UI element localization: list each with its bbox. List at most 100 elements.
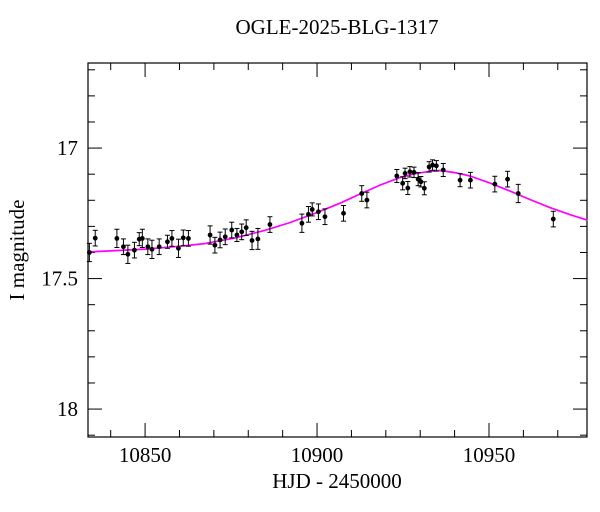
data-point: [120, 238, 126, 256]
data-point: [322, 208, 328, 226]
y-tick-label: 17: [57, 136, 78, 160]
data-point-marker: [402, 170, 408, 176]
data-point: [255, 227, 261, 250]
data-point: [505, 170, 511, 188]
data-point-marker: [149, 246, 155, 252]
plot-area: 10850 10900 10950 17 17.5 18: [41, 62, 588, 467]
data-point: [515, 183, 521, 204]
data-point-marker: [125, 251, 131, 257]
data-point: [169, 230, 175, 247]
data-point-marker: [440, 167, 446, 173]
data-point-marker: [92, 235, 98, 241]
data-point-marker: [255, 236, 261, 242]
data-point-marker: [217, 237, 223, 243]
data-point: [433, 160, 439, 172]
data-point: [467, 171, 473, 189]
data-point: [86, 242, 92, 263]
data-point: [125, 244, 131, 264]
data-point-marker: [306, 211, 311, 217]
data-point: [299, 213, 305, 233]
data-point: [315, 203, 321, 221]
data-point: [185, 230, 191, 247]
data-point-marker: [243, 225, 249, 231]
data-point: [440, 162, 446, 178]
data-point-marker: [364, 197, 370, 203]
data-point-marker: [145, 244, 151, 250]
data-point: [394, 168, 400, 184]
data-point-marker: [316, 209, 321, 215]
data-point: [411, 166, 417, 179]
data-point: [156, 238, 162, 256]
x-tick-label: 10950: [463, 443, 516, 467]
data-point: [217, 231, 223, 249]
data-points: [86, 159, 556, 264]
data-point: [407, 166, 413, 178]
data-point-marker: [433, 163, 439, 169]
data-point: [249, 230, 255, 251]
data-point: [212, 236, 218, 254]
data-point: [341, 205, 347, 222]
data-point-marker: [299, 220, 305, 226]
data-point: [243, 219, 249, 237]
model-curve: [87, 169, 588, 253]
data-point-marker: [165, 239, 170, 245]
data-point-marker: [405, 185, 411, 191]
plot-frame: [87, 62, 588, 438]
data-point-marker: [341, 210, 346, 216]
data-point: [309, 202, 315, 217]
data-point: [364, 191, 370, 209]
data-point-marker: [180, 235, 186, 241]
data-point-marker: [212, 242, 218, 248]
data-point: [359, 185, 365, 202]
data-point-marker: [267, 222, 273, 227]
data-point: [267, 216, 273, 233]
data-point-marker: [132, 247, 137, 253]
data-point: [234, 227, 240, 243]
data-point-marker: [234, 232, 240, 238]
x-ticks: [110, 63, 559, 437]
data-point-marker: [457, 177, 463, 183]
data-point-marker: [322, 214, 328, 220]
data-point: [305, 206, 311, 223]
data-point-marker: [515, 191, 521, 196]
data-point-marker: [309, 207, 315, 212]
data-point: [180, 229, 186, 247]
data-point: [131, 241, 137, 259]
data-point-marker: [121, 244, 126, 250]
data-point-marker: [359, 191, 365, 196]
data-point: [229, 221, 235, 239]
data-point-marker: [169, 235, 175, 241]
data-point: [239, 223, 245, 241]
data-point-marker: [411, 169, 417, 175]
y-ticks: [88, 69, 587, 436]
y-tick-label: 18: [57, 397, 78, 421]
data-point: [430, 159, 436, 171]
data-point-marker: [468, 177, 473, 183]
data-point-marker: [430, 162, 435, 168]
data-point: [114, 228, 120, 249]
x-axis-label: HJD - 2450000: [272, 469, 402, 493]
data-point-marker: [239, 229, 245, 235]
data-point: [207, 225, 213, 245]
data-point-marker: [229, 227, 235, 233]
data-point: [139, 228, 145, 249]
data-point-marker: [114, 235, 120, 241]
data-point-marker: [407, 169, 413, 175]
data-point: [92, 229, 98, 247]
data-point: [145, 238, 151, 256]
data-point-marker: [492, 181, 498, 187]
y-axis-label: I magnitude: [5, 200, 29, 301]
data-point-marker: [139, 235, 145, 241]
chart-title: OGLE-2025-BLG-1317: [236, 15, 439, 39]
data-point-marker: [249, 238, 255, 243]
data-point: [405, 180, 411, 196]
data-point-marker: [505, 176, 510, 182]
data-point-marker: [207, 232, 213, 238]
data-point-marker: [400, 180, 406, 186]
data-point: [492, 175, 498, 193]
data-point-marker: [394, 173, 400, 179]
data-point: [149, 239, 155, 259]
data-point: [457, 173, 463, 188]
